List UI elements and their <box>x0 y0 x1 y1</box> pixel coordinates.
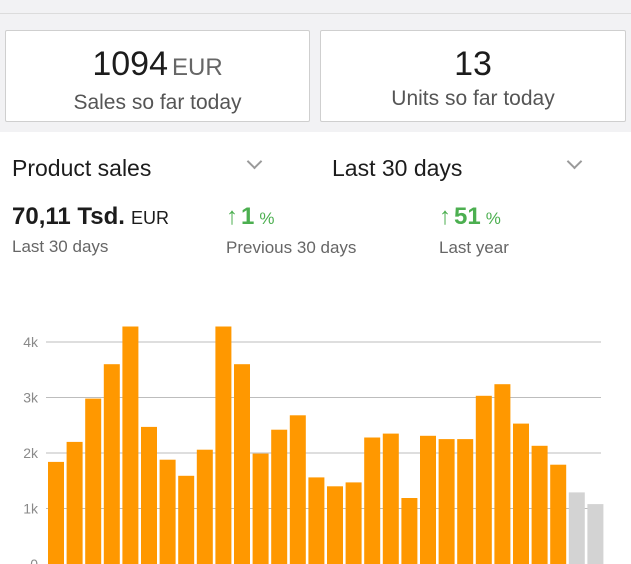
chart-bar[interactable] <box>550 464 567 564</box>
y-tick-label: 4k <box>23 334 39 350</box>
y-tick-label: 3k <box>23 390 39 406</box>
chart-bar[interactable] <box>494 384 511 564</box>
percent-symbol: % <box>259 209 275 228</box>
chart-bar[interactable] <box>141 426 157 564</box>
last-year-change: ↑ 51% <box>439 200 509 236</box>
arrow-up-icon: ↑ <box>439 203 451 230</box>
chart-bar[interactable] <box>234 364 250 564</box>
chart-bar[interactable] <box>457 439 474 564</box>
chart-bar[interactable] <box>103 364 120 564</box>
previous-period-stat: ↑ 1% Previous 30 days <box>226 200 356 258</box>
top-bar <box>0 0 631 14</box>
chart-bar[interactable] <box>475 395 492 564</box>
total-sales-caption: Last 30 days <box>12 237 109 256</box>
sales-stats: 70,11 Tsd. EUR Last 30 days ↑ 1% Previous … <box>0 200 631 264</box>
percent-symbol: % <box>485 209 501 228</box>
chart-bar[interactable] <box>531 445 548 564</box>
sales-bar-chart: 0 1k 2k 3k 4k <box>0 290 631 564</box>
today-summary: 1094 EUR Sales so far today 13 Units so f… <box>0 14 631 132</box>
chart-bar[interactable] <box>420 435 436 564</box>
period-dropdown-label: Last 30 days <box>332 154 463 181</box>
arrow-up-icon: ↑ <box>226 203 238 230</box>
sales-today-card[interactable]: 1094 EUR Sales so far today <box>5 30 310 122</box>
period-dropdown[interactable]: Last 30 days <box>332 148 587 188</box>
total-sales-value: 70,11 Tsd. EUR <box>12 200 169 235</box>
last-year-caption: Last year <box>439 238 509 257</box>
chart-bar[interactable] <box>271 429 288 564</box>
metric-dropdown-label: Product sales <box>12 154 152 181</box>
chart-bar[interactable] <box>345 482 362 564</box>
chart-bar[interactable] <box>252 453 269 564</box>
chart-bar[interactable] <box>215 326 232 564</box>
units-today-value: 13 <box>454 45 492 83</box>
last-year-percent: 51 <box>454 203 481 230</box>
total-sales-amount: 70,11 Tsd. <box>12 203 125 230</box>
chart-bar[interactable] <box>85 398 102 564</box>
previous-period-caption: Previous 30 days <box>226 238 357 257</box>
chart-bar[interactable] <box>289 415 306 564</box>
chart-bar[interactable] <box>364 437 381 564</box>
chart-bar[interactable] <box>122 326 139 564</box>
y-tick-label: 1k <box>23 501 39 517</box>
total-sales-stat: 70,11 Tsd. EUR Last 30 days <box>12 200 169 257</box>
chart-bar[interactable] <box>382 433 399 564</box>
sales-today-amount: 1094 <box>92 45 168 83</box>
chart-bar[interactable] <box>308 477 325 564</box>
chart-bar[interactable] <box>66 441 83 564</box>
chart-bar[interactable] <box>401 498 418 564</box>
chart-selectors: Product sales Last 30 days <box>0 148 631 188</box>
units-today-caption: Units so far today <box>391 87 555 110</box>
chart-bar[interactable] <box>568 492 585 564</box>
last-year-stat: ↑ 51% Last year <box>439 200 509 258</box>
chart-bar[interactable] <box>513 423 529 564</box>
chevron-down-icon <box>565 154 587 176</box>
previous-period-change: ↑ 1% <box>226 200 356 236</box>
chart-bar[interactable] <box>587 504 604 564</box>
chart-bar[interactable] <box>48 461 64 564</box>
total-sales-currency: EUR <box>130 208 169 228</box>
y-tick-label: 2k <box>23 445 39 461</box>
previous-period-percent: 1 <box>241 203 255 230</box>
chart-bar[interactable] <box>196 449 213 564</box>
y-tick-label: 0 <box>30 556 38 564</box>
chart-canvas: 0 1k 2k 3k 4k <box>23 326 604 564</box>
chevron-down-icon <box>245 154 267 176</box>
chart-bar[interactable] <box>159 459 176 564</box>
sales-today-caption: Sales so far today <box>73 91 242 114</box>
sales-today-unit: EUR <box>171 54 223 81</box>
chart-bar[interactable] <box>327 486 343 564</box>
units-today-card[interactable]: 13 Units so far today <box>320 30 626 122</box>
chart-bar[interactable] <box>438 439 455 564</box>
sales-today-value: 1094 EUR <box>6 45 309 87</box>
metric-dropdown[interactable]: Product sales <box>12 148 267 188</box>
chart-bar[interactable] <box>178 475 195 564</box>
